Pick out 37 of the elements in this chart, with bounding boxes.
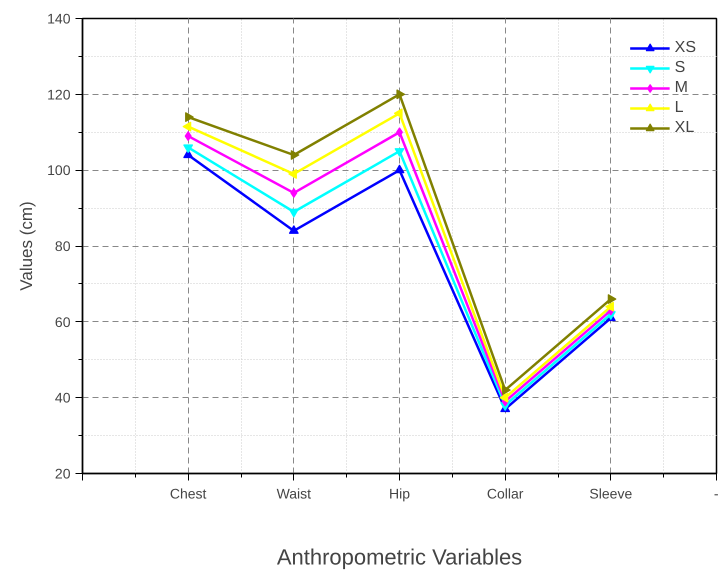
point <box>290 188 298 198</box>
y-axis-title: Values (cm) <box>17 201 36 291</box>
legend-label: L <box>674 99 685 117</box>
point <box>288 225 299 234</box>
x-tick-label: Waist <box>276 486 312 502</box>
x-tick-label: Chest <box>170 486 207 502</box>
point <box>605 302 614 312</box>
point <box>185 112 194 122</box>
x-tick-label: Sleeve <box>589 486 632 502</box>
point <box>394 108 403 118</box>
point <box>183 144 194 154</box>
y-tick-label: 40 <box>54 390 71 406</box>
point <box>499 392 508 403</box>
point <box>608 294 617 304</box>
y-tick-label: 100 <box>47 162 71 178</box>
x-tick-label: - <box>714 486 718 502</box>
y-tick-label: 140 <box>47 10 71 26</box>
point <box>394 148 404 157</box>
legend-label: M <box>674 79 689 97</box>
y-tick-label: 80 <box>54 238 71 254</box>
legend-label: XS <box>674 39 696 57</box>
y-tick-label: 120 <box>47 86 71 102</box>
point <box>396 89 406 100</box>
y-tick-label: 60 <box>54 314 71 330</box>
point <box>394 164 404 174</box>
x-tick-label: Hip <box>388 486 410 502</box>
legend-label: S <box>674 59 686 77</box>
x-axis-title: Anthropometric Variables <box>276 544 522 570</box>
x-tick-label: Collar <box>486 486 524 502</box>
point <box>288 208 299 218</box>
point <box>184 131 192 142</box>
legend-label: XL <box>674 119 695 137</box>
point <box>290 150 300 160</box>
point <box>182 122 192 132</box>
point <box>288 168 297 179</box>
y-tick-label: 20 <box>54 466 71 482</box>
point <box>502 385 511 396</box>
